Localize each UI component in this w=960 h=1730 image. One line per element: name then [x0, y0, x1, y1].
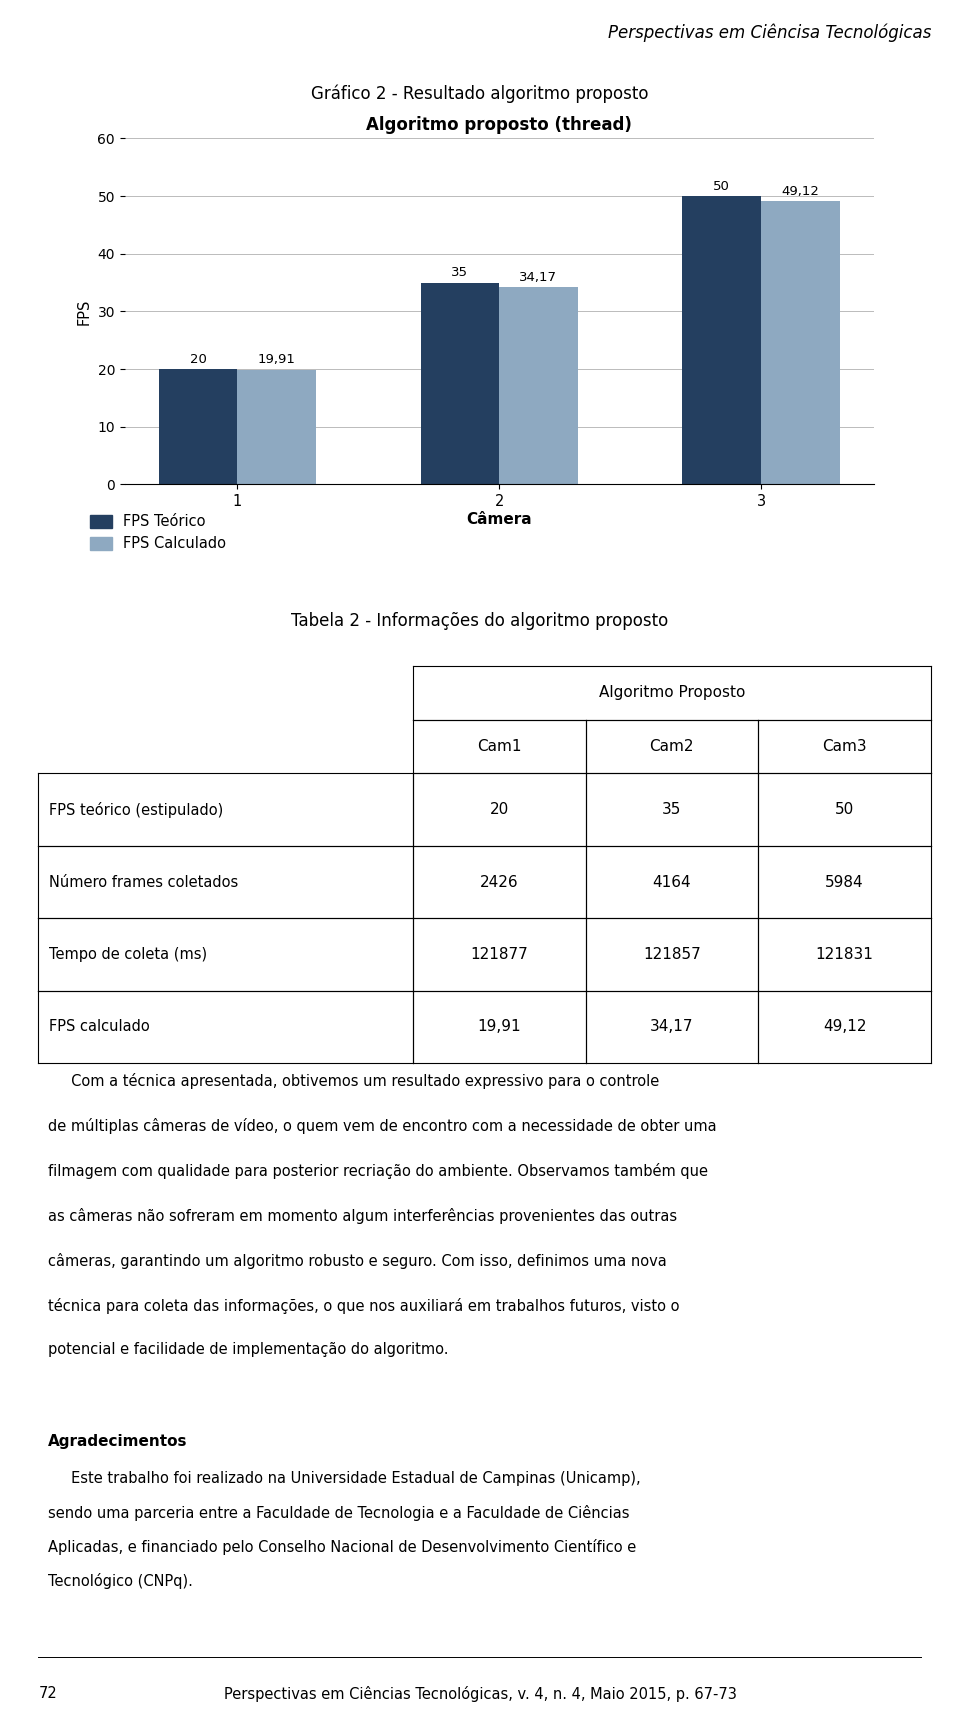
- Text: de múltiplas câmeras de vídeo, o quem vem de encontro com a necessidade de obter: de múltiplas câmeras de vídeo, o quem ve…: [48, 1118, 716, 1133]
- Text: Cam3: Cam3: [823, 739, 867, 754]
- Text: 5984: 5984: [826, 875, 864, 889]
- Text: filmagem com qualidade para posterior recriação do ambiente. Observamos também q: filmagem com qualidade para posterior re…: [48, 1163, 708, 1178]
- Text: 35: 35: [662, 803, 682, 817]
- Text: 49,12: 49,12: [823, 1019, 866, 1035]
- Text: Tecnológico (CNPq).: Tecnológico (CNPq).: [48, 1573, 193, 1590]
- Text: Tempo de coleta (ms): Tempo de coleta (ms): [49, 946, 207, 962]
- Text: 19,91: 19,91: [257, 353, 296, 367]
- Text: 50: 50: [835, 803, 854, 817]
- Text: 34,17: 34,17: [519, 272, 558, 284]
- Bar: [420, 282, 499, 484]
- Legend: FPS Teórico, FPS Calculado: FPS Teórico, FPS Calculado: [84, 509, 232, 557]
- Text: 121857: 121857: [643, 946, 701, 962]
- Text: Gráfico 2 - Resultado algoritmo proposto: Gráfico 2 - Resultado algoritmo proposto: [311, 85, 649, 102]
- Text: 20: 20: [490, 803, 509, 817]
- Text: 35: 35: [451, 266, 468, 279]
- Bar: [683, 195, 761, 484]
- Title: Algoritmo proposto (thread): Algoritmo proposto (thread): [367, 116, 632, 133]
- Text: potencial e facilidade de implementação do algoritmo.: potencial e facilidade de implementação …: [48, 1342, 448, 1358]
- Text: 49,12: 49,12: [781, 185, 819, 197]
- Text: Tabela 2 - Informações do algoritmo proposto: Tabela 2 - Informações do algoritmo prop…: [292, 612, 668, 630]
- Text: 121831: 121831: [816, 946, 874, 962]
- Text: Algoritmo Proposto: Algoritmo Proposto: [599, 685, 746, 701]
- Text: Cam2: Cam2: [650, 739, 694, 754]
- Text: 19,91: 19,91: [478, 1019, 521, 1035]
- Text: FPS teórico (estipulado): FPS teórico (estipulado): [49, 801, 224, 818]
- Text: 72: 72: [38, 1687, 58, 1701]
- Text: 50: 50: [713, 180, 731, 192]
- Text: Com a técnica apresentada, obtivemos um resultado expressivo para o controle: Com a técnica apresentada, obtivemos um …: [48, 1073, 660, 1088]
- Text: Câmera: Câmera: [467, 512, 532, 526]
- Text: Agradecimentos: Agradecimentos: [48, 1434, 187, 1448]
- Bar: [499, 287, 578, 484]
- Text: câmeras, garantindo um algoritmo robusto e seguro. Com isso, definimos uma nova: câmeras, garantindo um algoritmo robusto…: [48, 1253, 667, 1268]
- Text: Perspectivas em Ciêncisa Tecnológicas: Perspectivas em Ciêncisa Tecnológicas: [608, 24, 931, 42]
- Text: Cam1: Cam1: [477, 739, 522, 754]
- Bar: [158, 368, 237, 484]
- Text: Perspectivas em Ciências Tecnológicas, v. 4, n. 4, Maio 2015, p. 67-73: Perspectivas em Ciências Tecnológicas, v…: [224, 1685, 736, 1702]
- Text: 4164: 4164: [653, 875, 691, 889]
- Text: 34,17: 34,17: [650, 1019, 693, 1035]
- Bar: [761, 201, 840, 484]
- Text: FPS calculado: FPS calculado: [49, 1019, 150, 1035]
- Text: Este trabalho foi realizado na Universidade Estadual de Campinas (Unicamp),: Este trabalho foi realizado na Universid…: [48, 1470, 640, 1486]
- Text: Número frames coletados: Número frames coletados: [49, 875, 238, 889]
- Bar: [237, 370, 316, 484]
- Text: 121877: 121877: [470, 946, 528, 962]
- Text: sendo uma parceria entre a Faculdade de Tecnologia e a Faculdade de Ciências: sendo uma parceria entre a Faculdade de …: [48, 1505, 630, 1521]
- Text: 2426: 2426: [480, 875, 518, 889]
- Text: técnica para coleta das informações, o que nos auxiliará em trabalhos futuros, v: técnica para coleta das informações, o q…: [48, 1298, 680, 1313]
- Y-axis label: FPS: FPS: [77, 298, 92, 325]
- Text: as câmeras não sofreram em momento algum interferências provenientes das outras: as câmeras não sofreram em momento algum…: [48, 1208, 677, 1223]
- Text: Aplicadas, e financiado pelo Conselho Nacional de Desenvolvimento Científico e: Aplicadas, e financiado pelo Conselho Na…: [48, 1540, 636, 1555]
- Text: 20: 20: [190, 353, 206, 365]
